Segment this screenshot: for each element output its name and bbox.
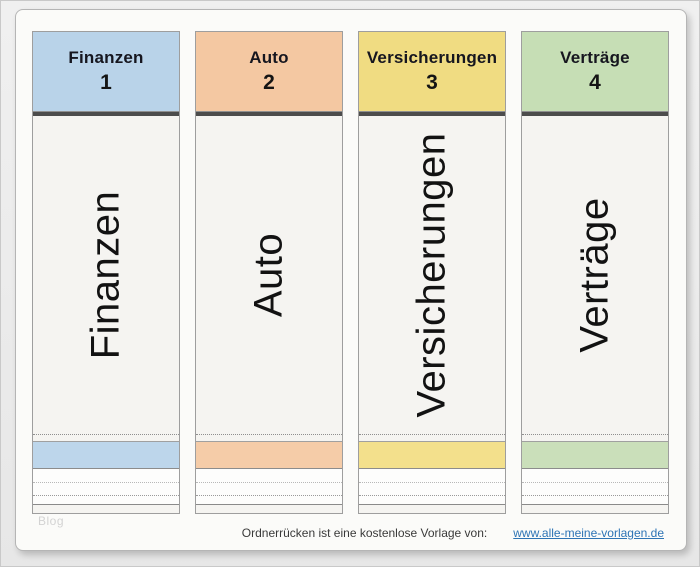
label-body: Auto	[196, 116, 342, 434]
label-header: Finanzen 1	[33, 32, 179, 112]
label-number: 4	[589, 71, 601, 94]
footer-ruled-row	[196, 469, 342, 483]
footer-credit-text: Ordnerrücken ist eine kostenlose Vorlage…	[241, 526, 488, 540]
footer-ruled-row	[359, 483, 505, 496]
spine-vertical-text: Auto	[246, 232, 291, 318]
label-footer	[522, 434, 668, 513]
spine-vertical-text: Finanzen	[83, 190, 128, 360]
footer-ruled-row	[522, 483, 668, 496]
label-body: Finanzen	[33, 116, 179, 434]
footer-ruled-row	[522, 505, 668, 513]
label-number: 2	[263, 71, 275, 94]
footer-ruled-row	[359, 469, 505, 483]
folder-spine-labels-row: Finanzen 1 Finanzen Auto 2 Auto	[32, 31, 669, 514]
footer-ruled-row	[196, 505, 342, 513]
spine-grip-bar	[359, 112, 505, 116]
footer-ruled-row	[359, 505, 505, 513]
label-color-band	[33, 441, 179, 469]
footer-ruled-row	[522, 469, 668, 483]
label-footer	[196, 434, 342, 513]
footer-ruled-row	[33, 469, 179, 483]
label-body: Verträge	[522, 116, 668, 434]
label-header: Verträge 4	[522, 32, 668, 112]
footer-ruled-row	[33, 483, 179, 496]
label-title: Finanzen	[68, 48, 144, 67]
footer-ruled-row	[33, 505, 179, 513]
spine-vertical-text: Versicherungen	[409, 132, 454, 418]
spine-grip-bar	[33, 112, 179, 116]
label-title: Verträge	[560, 48, 630, 67]
label-footer	[33, 434, 179, 513]
footer-ruled-row	[196, 483, 342, 496]
spine-grip-bar	[522, 112, 668, 116]
label-color-band	[196, 441, 342, 469]
document-page: Finanzen 1 Finanzen Auto 2 Auto	[15, 9, 687, 551]
spine-vertical-text: Verträge	[572, 197, 617, 353]
label-header: Versicherungen 3	[359, 32, 505, 112]
footer-ruled-row	[359, 496, 505, 505]
blog-watermark: Blog	[38, 514, 65, 528]
folder-spine-label: Finanzen 1 Finanzen	[32, 31, 180, 514]
spine-grip-bar	[196, 112, 342, 116]
label-header: Auto 2	[196, 32, 342, 112]
label-body: Versicherungen	[359, 116, 505, 434]
footer-credit: Ordnerrücken ist eine kostenlose Vorlage…	[242, 526, 664, 540]
label-footer	[359, 434, 505, 513]
label-number: 1	[100, 71, 112, 94]
footer-ruled-row	[522, 496, 668, 505]
folder-spine-label: Verträge 4 Verträge	[521, 31, 669, 514]
footer-credit-link[interactable]: www.alle-meine-vorlagen.de	[513, 526, 664, 540]
folder-spine-label: Versicherungen 3 Versicherungen	[358, 31, 506, 514]
label-number: 3	[426, 71, 438, 94]
label-color-band	[359, 441, 505, 469]
label-title: Versicherungen	[366, 48, 498, 67]
folder-spine-label: Auto 2 Auto	[195, 31, 343, 514]
footer-ruled-row	[196, 496, 342, 505]
label-color-band	[522, 441, 668, 469]
footer-ruled-row	[33, 496, 179, 505]
label-title: Auto	[249, 48, 289, 67]
